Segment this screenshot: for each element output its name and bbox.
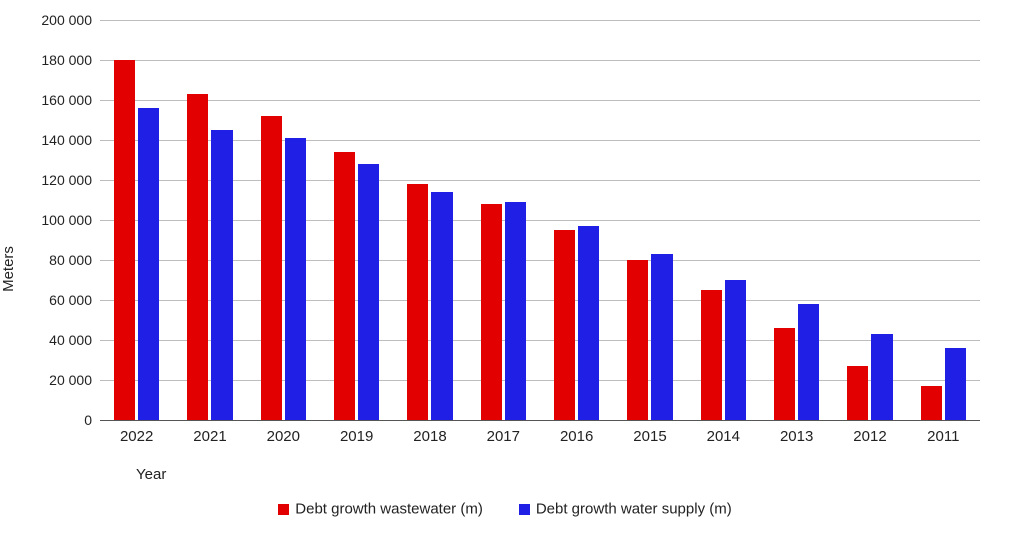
legend-swatch [278, 504, 289, 515]
bar [481, 204, 502, 420]
y-tick-label: 80 000 [49, 252, 92, 268]
category-group: 2017 [467, 20, 540, 420]
debt-growth-chart: Meters 020 00040 00060 00080 000100 0001… [0, 0, 1010, 538]
category-group: 2011 [907, 20, 980, 420]
legend-label: Debt growth water supply (m) [536, 501, 732, 518]
y-tick-label: 160 000 [41, 92, 92, 108]
y-tick-label: 200 000 [41, 12, 92, 28]
bar [261, 116, 282, 420]
category-group: 2021 [173, 20, 246, 420]
bar [798, 304, 819, 420]
category-group: 2019 [320, 20, 393, 420]
x-tick-label: 2014 [707, 428, 740, 445]
category-group: 2016 [540, 20, 613, 420]
y-tick-label: 60 000 [49, 292, 92, 308]
plot-area: 020 00040 00060 00080 000100 000120 0001… [100, 20, 980, 420]
bar [578, 226, 599, 420]
bar [211, 130, 232, 420]
bar [871, 334, 892, 420]
bar [431, 192, 452, 420]
bar [701, 290, 722, 420]
bar [945, 348, 966, 420]
category-group: 2018 [393, 20, 466, 420]
y-tick-label: 100 000 [41, 212, 92, 228]
x-axis-title: Year [136, 466, 166, 483]
bar [407, 184, 428, 420]
bar [554, 230, 575, 420]
bar [334, 152, 355, 420]
legend-swatch [519, 504, 530, 515]
bar [921, 386, 942, 420]
category-group: 2013 [760, 20, 833, 420]
y-tick-label: 140 000 [41, 132, 92, 148]
category-group: 2022 [100, 20, 173, 420]
category-group: 2015 [613, 20, 686, 420]
x-tick-label: 2012 [853, 428, 886, 445]
bar [138, 108, 159, 420]
bar [187, 94, 208, 420]
legend: Debt growth wastewater (m) Debt growth wa… [0, 500, 1010, 518]
legend-item: Debt growth wastewater (m) [278, 500, 483, 518]
x-tick-label: 2017 [487, 428, 520, 445]
x-tick-label: 2021 [193, 428, 226, 445]
bar [358, 164, 379, 420]
bar [847, 366, 868, 420]
y-tick-label: 20 000 [49, 372, 92, 388]
category-group: 2012 [833, 20, 906, 420]
x-tick-label: 2018 [413, 428, 446, 445]
x-tick-label: 2022 [120, 428, 153, 445]
bar [651, 254, 672, 420]
y-tick-label: 120 000 [41, 172, 92, 188]
y-tick-label: 180 000 [41, 52, 92, 68]
x-tick-label: 2016 [560, 428, 593, 445]
bar [627, 260, 648, 420]
bar [505, 202, 526, 420]
bar [114, 60, 135, 420]
y-axis-title: Meters [0, 246, 17, 292]
category-group: 2020 [247, 20, 320, 420]
legend-label: Debt growth wastewater (m) [295, 501, 483, 518]
bar [774, 328, 795, 420]
x-tick-label: 2011 [927, 428, 959, 445]
gridline [100, 420, 980, 421]
legend-item: Debt growth water supply (m) [519, 500, 732, 518]
x-tick-label: 2015 [633, 428, 666, 445]
y-tick-label: 40 000 [49, 332, 92, 348]
x-tick-label: 2013 [780, 428, 813, 445]
bar [285, 138, 306, 420]
category-group: 2014 [687, 20, 760, 420]
bar [725, 280, 746, 420]
x-tick-label: 2019 [340, 428, 373, 445]
y-tick-label: 0 [84, 412, 92, 428]
x-tick-label: 2020 [267, 428, 300, 445]
